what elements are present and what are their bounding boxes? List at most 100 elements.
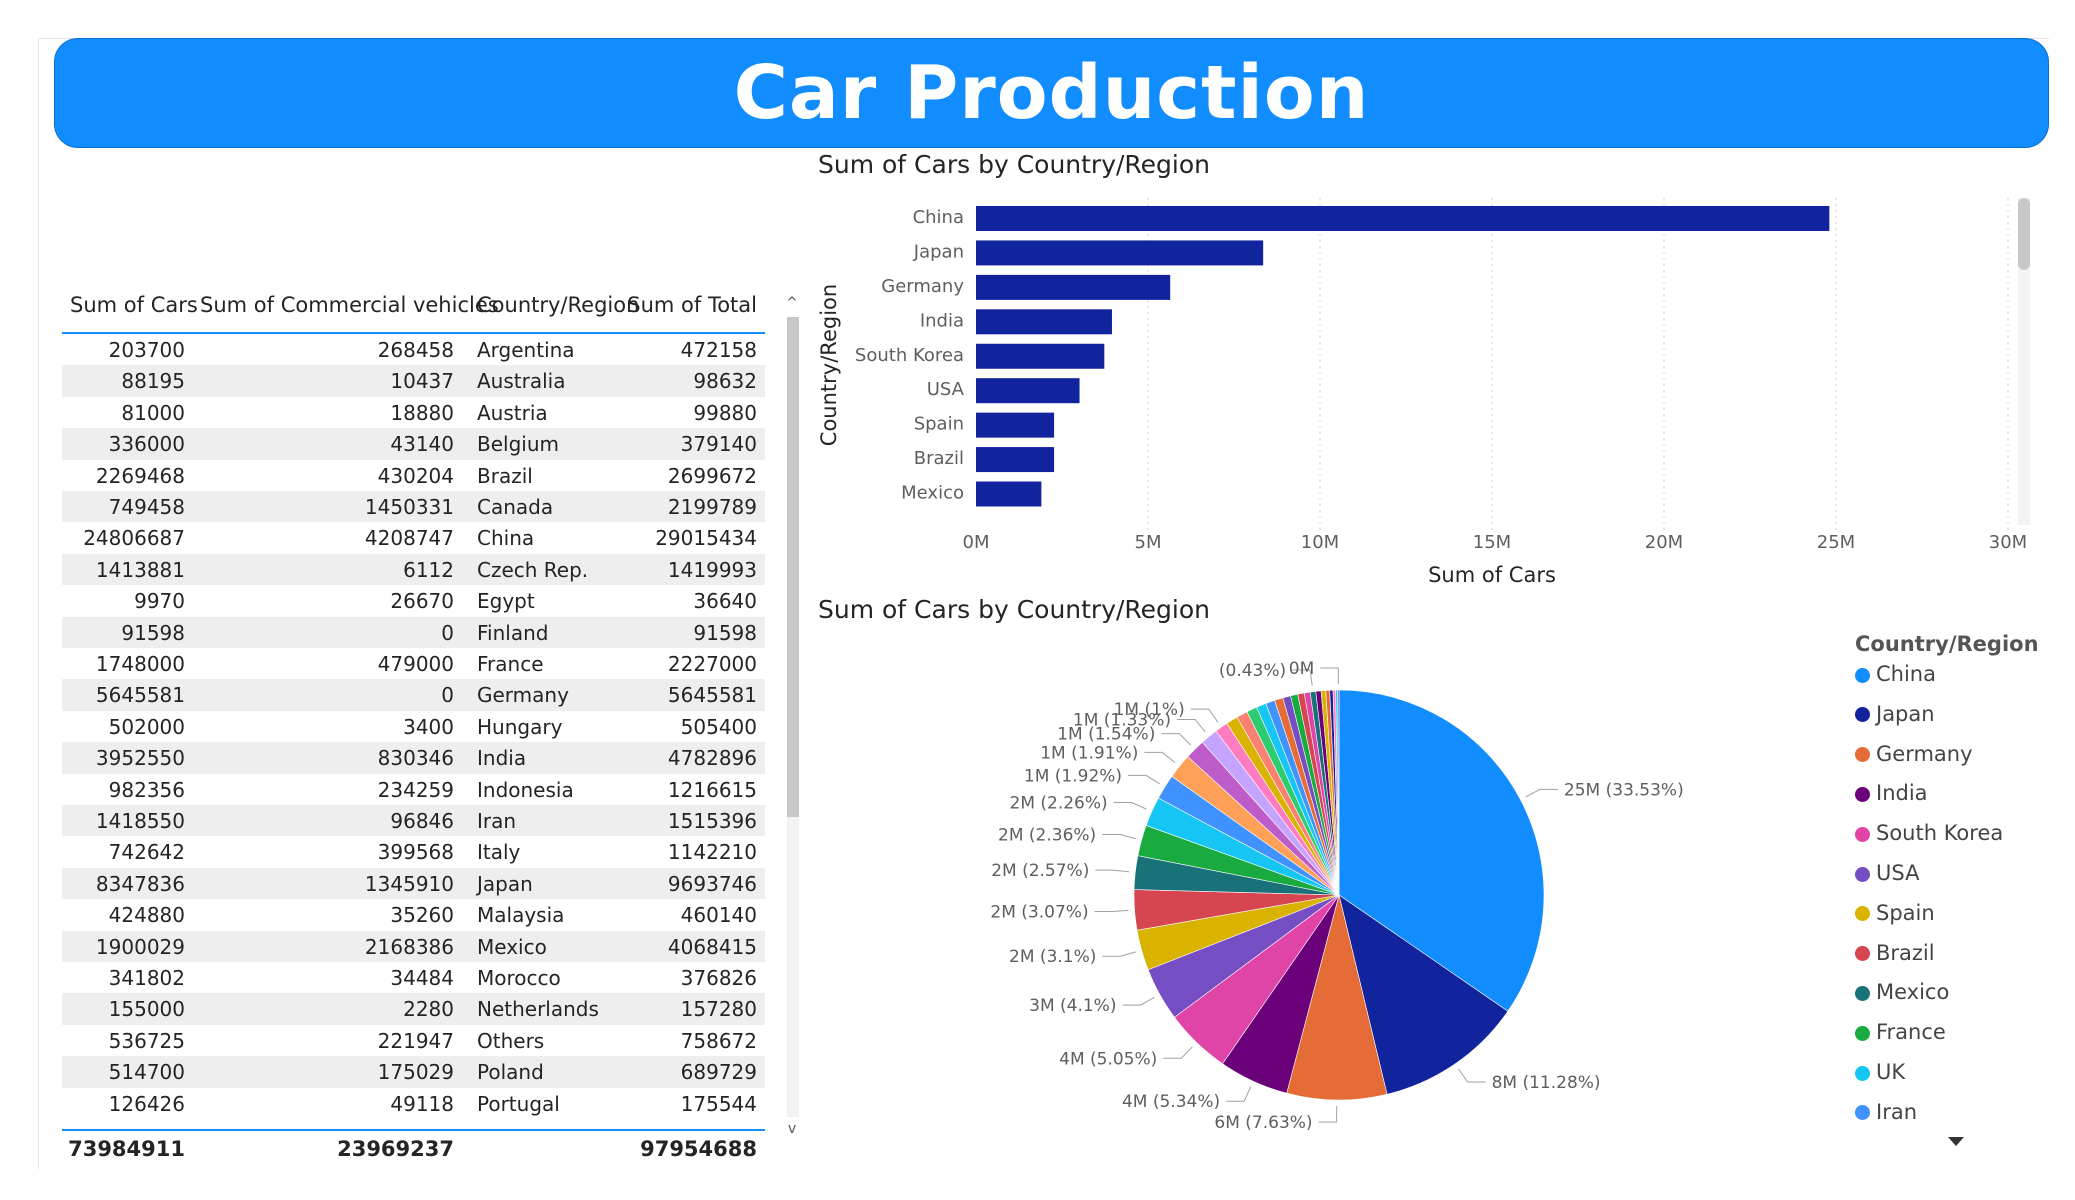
legend-item[interactable]: Japan (1855, 702, 1935, 732)
cell-country: China (477, 526, 535, 551)
pie-leader-line (1094, 909, 1129, 913)
pie-data-label: 1M (1.92%) (1024, 766, 1122, 786)
data-table[interactable]: Sum of Cars Sum of Commercial vehicles C… (62, 285, 802, 1165)
table-total-row: 73984911 23969237 97954688 (62, 1129, 765, 1169)
bar[interactable] (976, 206, 1830, 231)
header-sum-of-commercial-vehicles[interactable]: Sum of Commercial vehicles (200, 293, 499, 317)
legend-item[interactable]: Spain (1855, 901, 1935, 931)
table-row[interactable]: 982356 234259 Indonesia 1216615 (62, 774, 765, 805)
cell-total: 505400 (680, 714, 757, 739)
bar[interactable] (976, 481, 1042, 507)
table-row[interactable]: 2269468 430204 Brazil 2699672 (62, 460, 765, 491)
x-tick-label: 30M (1989, 532, 2027, 553)
scroll-up-icon[interactable]: ^ (786, 295, 798, 311)
x-tick-label: 0M (963, 532, 990, 553)
legend-item[interactable]: USA (1855, 861, 1919, 891)
pie-data-label: 2M (3.1%) (1009, 947, 1096, 967)
y-category-label: Japan (913, 241, 964, 262)
scroll-down-icon[interactable]: v (787, 1121, 797, 1137)
pie-leader-line (1102, 951, 1136, 957)
bar[interactable] (976, 412, 1055, 438)
cell-cars: 1413881 (95, 557, 185, 582)
cell-country: Mexico (477, 934, 547, 959)
x-tick-label: 20M (1645, 532, 1683, 553)
legend-dot-icon (1855, 667, 1870, 683)
cell-country: Hungary (477, 714, 563, 739)
table-row[interactable]: 9970 26670 Egypt 36640 (62, 585, 765, 616)
table-row[interactable]: 8347836 1345910 Japan 9693746 (62, 867, 765, 900)
legend-item[interactable]: Brazil (1855, 941, 1935, 971)
pie-slice[interactable] (1338, 894, 1509, 1095)
bar-chart-scrollbar[interactable] (2018, 198, 2030, 525)
y-category-label: India (920, 310, 964, 331)
table-row[interactable]: 3952550 830346 India 4782896 (62, 742, 765, 774)
table-row[interactable]: 203700 268458 Argentina 472158 (62, 334, 765, 365)
header-country-region[interactable]: Country/Region (477, 293, 640, 317)
legend-item[interactable]: Iran (1855, 1100, 1917, 1130)
table-row[interactable]: 502000 3400 Hungary 505400 (62, 711, 765, 742)
table-row[interactable]: 155000 2280 Netherlands 157280 (62, 993, 765, 1025)
header-sum-of-total[interactable]: Sum of Total (627, 293, 757, 317)
table-row[interactable]: 1418550 96846 Iran 1515396 (62, 805, 765, 837)
table-row[interactable]: 126426 49118 Portugal 175544 (62, 1088, 765, 1116)
legend-item[interactable]: Mexico (1855, 980, 1949, 1010)
pie-slice[interactable] (1337, 689, 1340, 896)
table-row[interactable]: 742642 399568 Italy 1142210 (62, 836, 765, 867)
bar[interactable] (976, 240, 1264, 266)
bar[interactable] (976, 274, 1171, 300)
bar-chart-scroll-thumb[interactable] (2018, 198, 2030, 270)
legend-dot-icon (1855, 826, 1870, 842)
page-title: Car Production (733, 50, 1370, 136)
cell-cars: 749458 (108, 495, 185, 519)
table-row[interactable]: 5645581 0 Germany 5645581 (62, 679, 765, 711)
bar[interactable] (976, 309, 1112, 335)
cell-commercial-vehicles: 0 (441, 620, 454, 645)
table-row[interactable]: 749458 1450331 Canada 2199789 (62, 491, 765, 523)
cell-cars: 24806687 (83, 526, 185, 551)
pie-slice[interactable] (1286, 894, 1388, 1101)
table-body: 203700 268458 Argentina 472158 88195 10437 Aus… (62, 334, 765, 1116)
bar[interactable] (976, 343, 1105, 369)
legend-item[interactable]: China (1855, 662, 1936, 692)
table-row[interactable]: 341802 34484 Morocco 376826 (62, 962, 765, 993)
legend-dot-icon (1855, 906, 1870, 922)
table-row[interactable]: 1413881 6112 Czech Rep. 1419993 (62, 553, 765, 586)
pie-data-label: 8M (11.28%) (1492, 1073, 1601, 1093)
pie-chart[interactable]: 25M (33.53%) 8M (11.28%) 6M (7.63%)4M (5.3… (810, 630, 2040, 1150)
cell-total: 2199789 (667, 495, 757, 519)
table-row[interactable]: 1900029 2168386 Mexico 4068415 (62, 930, 765, 962)
table-row[interactable]: 536725 221947 Others 758672 (62, 1025, 765, 1056)
table-scrollbar[interactable]: ^ v (784, 295, 800, 1137)
header-sum-of-cars[interactable]: Sum of Cars (70, 293, 198, 317)
legend-item[interactable]: France (1855, 1020, 1946, 1050)
bar-chart[interactable]: 0M 5M 10M 15M 20M 25M 30M China Japan Germany Indi… (810, 180, 2040, 590)
cell-commercial-vehicles: 399568 (377, 840, 454, 865)
scroll-thumb[interactable] (787, 317, 799, 817)
legend-item[interactable]: South Korea (1855, 821, 2003, 851)
bar[interactable] (976, 378, 1080, 404)
legend-item[interactable]: UK (1855, 1060, 1905, 1090)
legend-more-arrow-icon[interactable] (1948, 1137, 1964, 1146)
x-tick-label: 15M (1473, 532, 1511, 553)
cell-cars: 155000 (108, 997, 185, 1022)
table-row[interactable]: 91598 0 Finland 91598 (62, 616, 765, 648)
bar[interactable] (976, 447, 1055, 473)
total-cars: 73984911 (68, 1137, 185, 1161)
cell-commercial-vehicles: 35260 (390, 903, 454, 928)
cell-country: Canada (477, 495, 554, 519)
cell-total: 157280 (680, 997, 757, 1022)
pie-slice[interactable] (1338, 689, 1545, 1012)
cell-country: Belgium (477, 432, 559, 457)
table-row[interactable]: 336000 43140 Belgium 379140 (62, 428, 765, 460)
table-row[interactable]: 81000 18880 Austria 99880 (62, 397, 765, 428)
legend-item[interactable]: India (1855, 781, 1928, 811)
table-row[interactable]: 88195 10437 Australia 98632 (62, 365, 765, 397)
cell-total: 376826 (680, 966, 757, 990)
legend-dot-icon (1855, 1065, 1870, 1081)
table-row[interactable]: 424880 35260 Malaysia 460140 (62, 899, 765, 930)
legend-item[interactable]: Germany (1855, 742, 1973, 772)
table-row[interactable]: 1748000 479000 France 2227000 (62, 648, 765, 679)
table-row[interactable]: 514700 175029 Poland 689729 (62, 1056, 765, 1088)
legend-title: Country/Region (1855, 632, 2039, 656)
table-row[interactable]: 24806687 4208747 China 29015434 (62, 522, 765, 553)
